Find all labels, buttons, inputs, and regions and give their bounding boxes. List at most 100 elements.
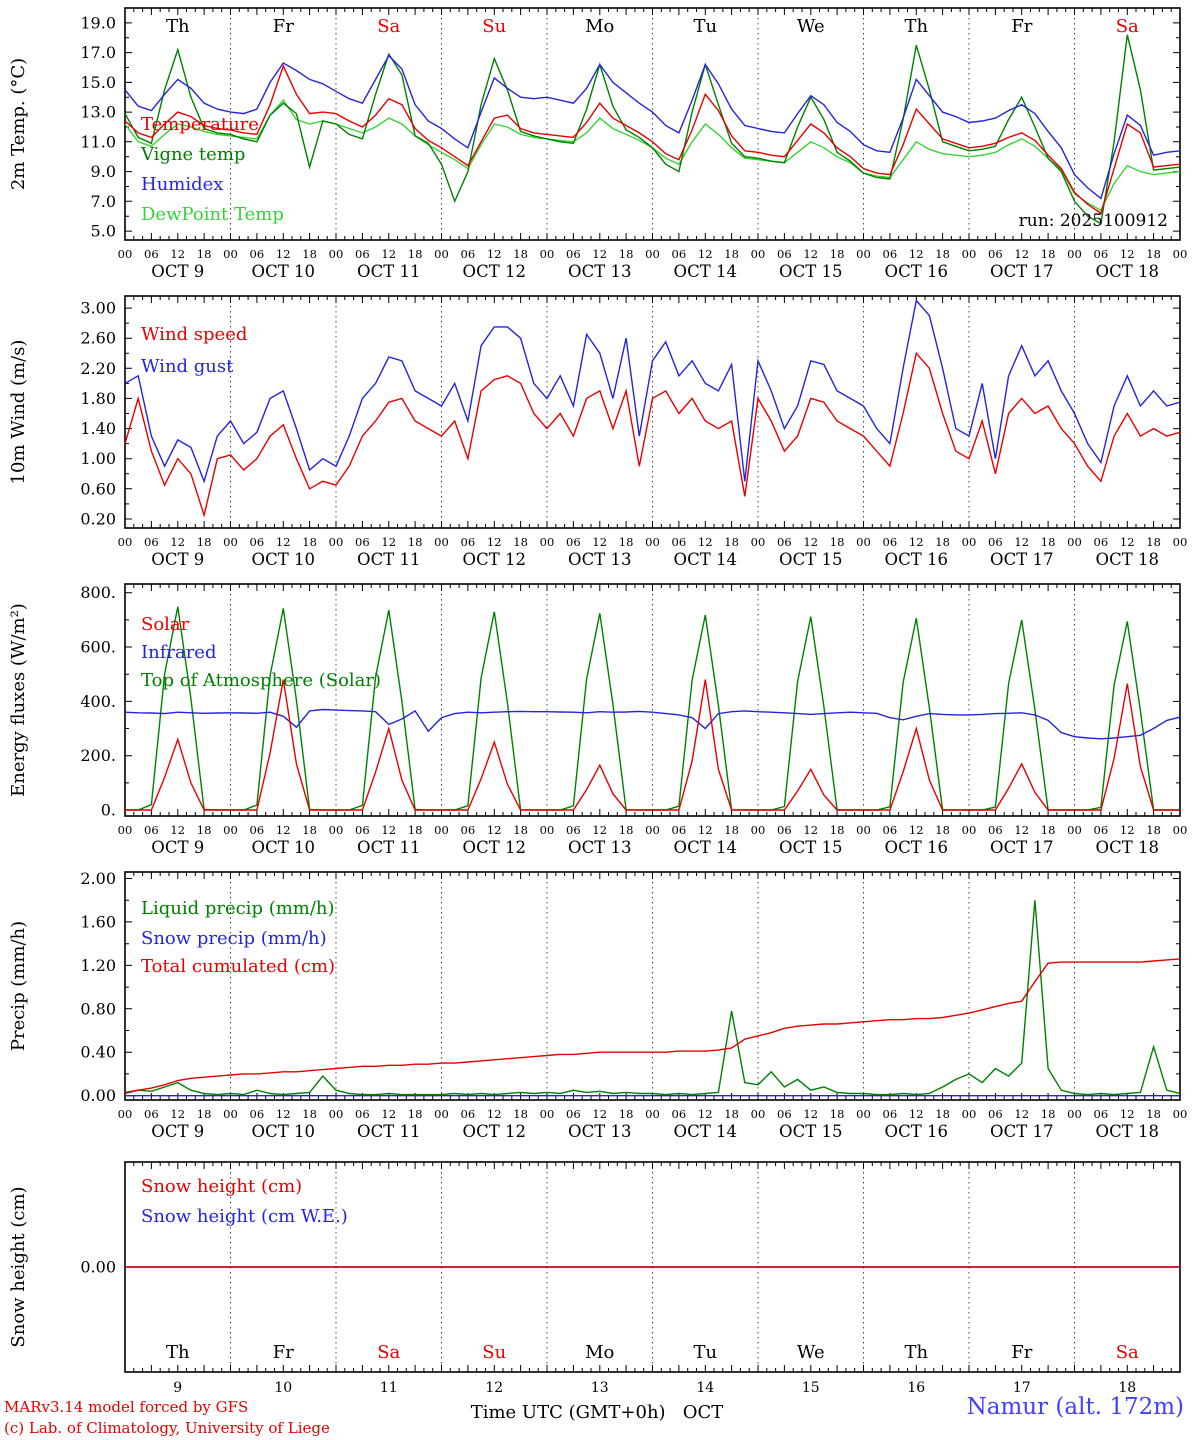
hour-label: 18: [1146, 1107, 1161, 1121]
date-label: OCT 12: [463, 262, 526, 281]
hour-label: 18: [1041, 1107, 1056, 1121]
panel-temperature: 19.0 17.0 15.0 13.0 11.0 9.0 7.0 5.0 Temperature…: [8, 7, 1188, 281]
hour-label: 18: [197, 535, 212, 549]
temperature-line: [125, 64, 1180, 215]
y-major-ticks: [125, 22, 1180, 232]
legend-dewpoint-temp: DewPoint Temp: [141, 204, 284, 225]
panel-snow: 0.00 Snow height (cm) Snow height (cm W.E.…: [8, 1161, 1181, 1396]
hour-label: 00: [540, 247, 555, 261]
day-number-label: 16: [907, 1380, 925, 1396]
hour-label: 18: [830, 535, 845, 549]
legend-solar: Solar: [141, 614, 190, 635]
hour-label: 12: [276, 1107, 291, 1121]
legend-snow-height-cm: Snow height (cm): [141, 1176, 302, 1197]
ytick-label: 3.00: [80, 299, 116, 318]
hour-label: 18: [830, 247, 845, 261]
weekday-label: Fr: [273, 1342, 294, 1363]
lab-credit: (c) Lab. of Climatology, University of L…: [4, 1419, 330, 1437]
wind-speed-line: [125, 351, 1180, 518]
hour-label: 00: [434, 247, 449, 261]
panel-frame: [124, 583, 1181, 817]
weekday-label: Th: [904, 16, 928, 37]
hour-label: 18: [513, 1107, 528, 1121]
solar-line: [125, 679, 1180, 811]
hour-label: 00: [223, 535, 238, 549]
hour-label: 12: [487, 247, 502, 261]
weekday-label: We: [797, 1342, 825, 1363]
ytick-label: 200.: [80, 746, 116, 765]
hour-label: 18: [302, 535, 317, 549]
total-cumulated-cm-line: [125, 958, 1180, 1094]
hour-label: 12: [170, 247, 185, 261]
panel-frame: [124, 295, 1181, 529]
ytick-label: 2.00: [80, 869, 116, 888]
hour-label: 12: [1120, 1107, 1135, 1121]
ytick-label: 2.60: [80, 329, 116, 348]
hour-label: 18: [724, 1107, 739, 1121]
hour-label: 00: [962, 1107, 977, 1121]
hour-label: 12: [1014, 535, 1029, 549]
hour-label: 06: [883, 1107, 898, 1121]
hour-label: 12: [1120, 247, 1135, 261]
hour-label: 00: [1067, 1107, 1082, 1121]
hour-label: 18: [935, 1107, 950, 1121]
hour-label: 12: [803, 247, 818, 261]
ytick-label: 9.0: [91, 162, 116, 181]
date-label: OCT 16: [885, 262, 948, 281]
date-label: OCT 16: [885, 838, 948, 857]
y-minor-ticks: [125, 619, 1180, 784]
ytick-label: 1.40: [80, 419, 116, 438]
panel-frame: [124, 871, 1181, 1101]
date-label: OCT 15: [779, 262, 842, 281]
day-number-label: 13: [591, 1380, 609, 1396]
ytick-label: 0.: [101, 801, 116, 820]
day-number-label: 14: [696, 1380, 714, 1396]
hour-label: 06: [144, 247, 159, 261]
hour-label: 12: [909, 535, 924, 549]
hour-label: 12: [803, 823, 818, 837]
weekday-label: Th: [166, 1342, 190, 1363]
hour-label: 12: [592, 1107, 607, 1121]
hour-label: 12: [381, 535, 396, 549]
day-number-label: 10: [274, 1380, 292, 1396]
date-label: OCT 10: [252, 1122, 315, 1141]
date-label: OCT 10: [252, 838, 315, 857]
hour-label: 00: [329, 247, 344, 261]
hour-label: 12: [803, 535, 818, 549]
hour-label: 06: [1094, 1107, 1109, 1121]
x-minor-ticks: [133, 296, 1172, 528]
hour-label: 18: [408, 823, 423, 837]
weekday-label: Fr: [273, 16, 294, 37]
ytick-label: 2.20: [80, 359, 116, 378]
date-label: OCT 14: [674, 1122, 737, 1141]
legend-temperature: Temperature: [141, 114, 259, 135]
hour-label: 06: [672, 535, 687, 549]
hour-label: 00: [329, 535, 344, 549]
hour-label: 00: [540, 1107, 555, 1121]
hour-label: 00: [1173, 247, 1188, 261]
day-gridlines: [230, 872, 1075, 1100]
hour-label: 00: [1067, 535, 1082, 549]
hour-label: 06: [250, 247, 265, 261]
y-axis-title-snow: Snow height (cm): [8, 1186, 29, 1347]
hour-label: 12: [1014, 823, 1029, 837]
date-label: OCT 13: [568, 1122, 631, 1141]
ytick-label: 800.: [80, 583, 116, 602]
run-label: run: 2025100912: [1019, 211, 1168, 231]
ytick-label: 400.: [80, 692, 116, 711]
hour-label: 12: [1014, 1107, 1029, 1121]
hour-label: 18: [724, 247, 739, 261]
legend-infrared: Infrared: [141, 642, 216, 663]
panel-energy: 800. 600. 400. 200. 0. Solar Infrared Top of At…: [8, 583, 1187, 857]
hour-label: 18: [935, 535, 950, 549]
hour-label: 06: [883, 823, 898, 837]
legend-snow-height-cm-w-e: Snow height (cm W.E.): [141, 1206, 348, 1227]
hour-label: 06: [672, 823, 687, 837]
hour-label: 18: [724, 823, 739, 837]
hour-label: 00: [856, 823, 871, 837]
ytick-label: 13.0: [80, 103, 116, 122]
hour-label: 18: [302, 1107, 317, 1121]
hour-label: 18: [1041, 535, 1056, 549]
hour-label: 18: [619, 1107, 634, 1121]
